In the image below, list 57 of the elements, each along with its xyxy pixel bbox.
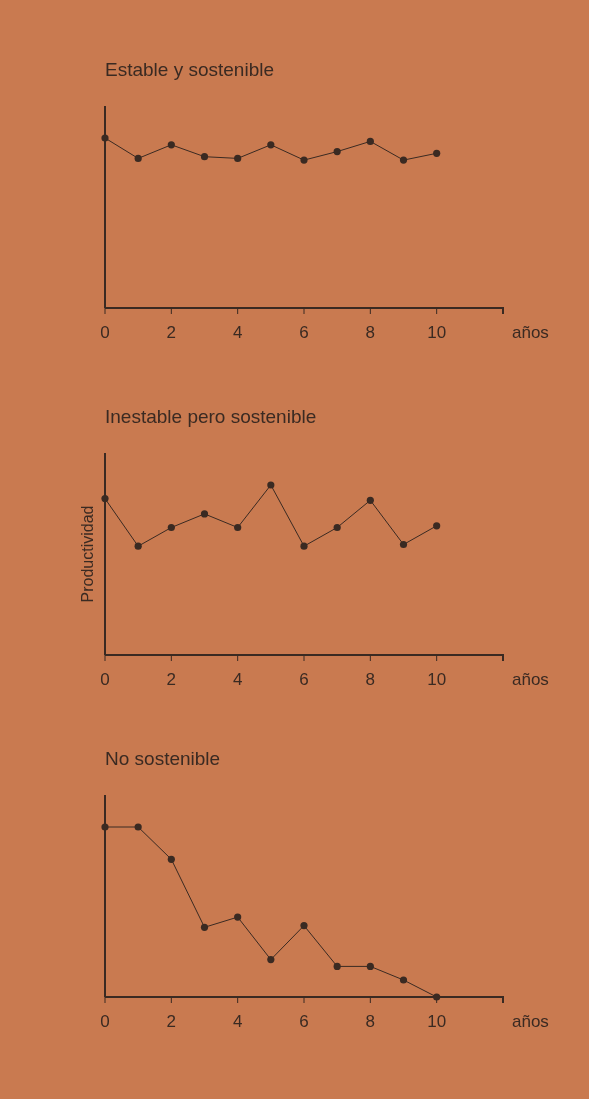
chart-title: Inestable pero sostenible — [105, 406, 317, 427]
x-tick-label: 8 — [365, 670, 376, 689]
point — [167, 141, 175, 149]
point — [333, 148, 341, 156]
point — [200, 510, 209, 518]
point — [267, 141, 275, 149]
x-tick-label: 0 — [100, 323, 110, 342]
point — [433, 522, 441, 530]
x-tick-label: 2 — [166, 1012, 177, 1031]
point — [101, 495, 109, 503]
point — [101, 134, 109, 142]
point — [333, 523, 341, 532]
point — [134, 154, 142, 162]
x-axis-title: años — [512, 1012, 549, 1031]
point — [300, 156, 308, 164]
x-axis-title: años — [512, 323, 549, 342]
point — [267, 956, 275, 964]
point — [234, 913, 242, 921]
point — [433, 149, 441, 157]
x-tick-label: 4 — [232, 670, 243, 689]
x-tick-label: 2 — [166, 323, 177, 342]
point — [300, 542, 308, 550]
point — [399, 540, 408, 549]
point — [366, 496, 374, 504]
x-tick-label: 6 — [299, 670, 309, 689]
point — [333, 962, 341, 970]
point — [167, 523, 175, 532]
x-tick-label: 6 — [299, 323, 309, 342]
x-tick-label: 10 — [427, 670, 447, 689]
point — [167, 855, 175, 863]
x-tick-label: 4 — [232, 1012, 243, 1031]
point — [101, 823, 109, 831]
chart-title: Estable y sostenible — [105, 59, 274, 80]
point — [399, 976, 408, 984]
point — [366, 962, 374, 970]
x-tick-label: 2 — [166, 670, 177, 689]
point — [399, 156, 408, 164]
point — [366, 137, 374, 145]
x-tick-label: 0 — [100, 670, 110, 689]
point — [200, 153, 209, 161]
x-tick-label: 0 — [100, 1012, 110, 1031]
x-axis-title: años — [512, 670, 549, 689]
point — [234, 154, 242, 162]
point — [200, 923, 209, 931]
y-axis-title: Productividad — [79, 505, 96, 603]
point — [134, 542, 142, 550]
x-tick-label: 10 — [427, 1012, 447, 1031]
x-tick-label: 4 — [232, 323, 243, 342]
chart-title: No sostenible — [105, 748, 221, 769]
x-tick-label: 10 — [427, 323, 447, 342]
x-tick-label: 6 — [299, 1012, 309, 1031]
point — [234, 523, 242, 532]
point — [134, 823, 142, 831]
x-tick-label: 8 — [365, 323, 376, 342]
point — [300, 922, 308, 930]
x-tick-label: 8 — [365, 1012, 376, 1031]
point — [267, 481, 275, 489]
